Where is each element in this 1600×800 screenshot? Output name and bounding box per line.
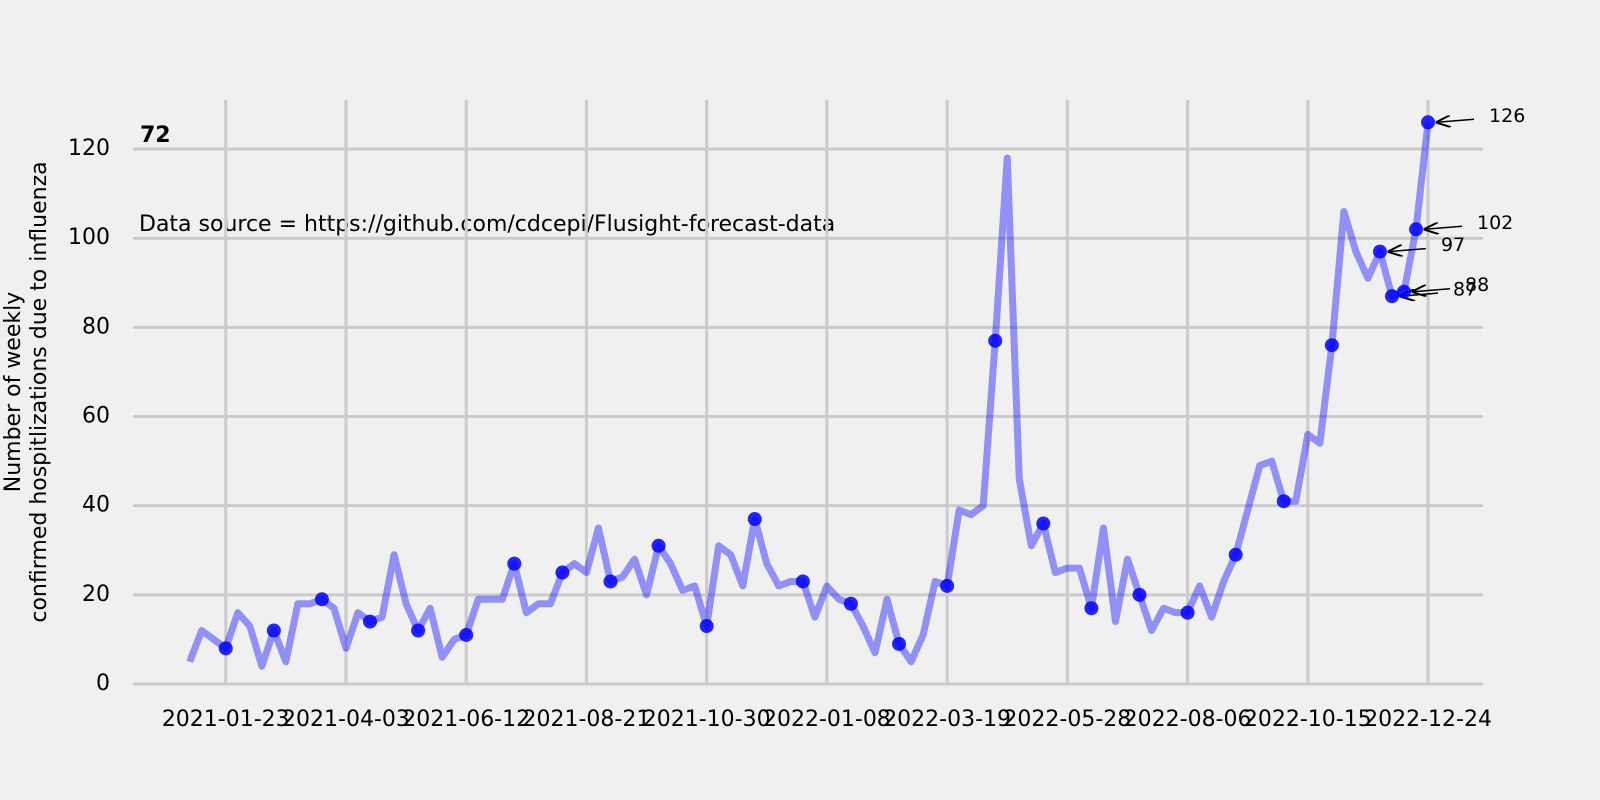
marker xyxy=(1421,115,1436,130)
marker xyxy=(218,641,233,656)
y-tick-label: 120 xyxy=(68,136,110,161)
marker xyxy=(1276,494,1291,509)
marker xyxy=(266,623,281,638)
data-label: 97 xyxy=(1441,234,1465,256)
marker xyxy=(1384,289,1399,304)
marker xyxy=(1372,244,1387,259)
annotation: Data source = https://github.com/cdcepi/… xyxy=(139,212,835,237)
y-tick-label: 40 xyxy=(82,493,110,518)
marker xyxy=(459,627,474,642)
marker xyxy=(1180,605,1195,620)
marker xyxy=(314,592,329,607)
x-tick-label: 2021-08-21 xyxy=(523,707,651,732)
marker xyxy=(1409,222,1424,237)
x-tick-label: 2022-10-15 xyxy=(1244,707,1372,732)
marker xyxy=(843,596,858,611)
marker xyxy=(651,538,666,553)
y-tick-label: 100 xyxy=(68,225,110,250)
marker xyxy=(555,565,570,580)
annotation-arrow xyxy=(1437,119,1475,122)
marker xyxy=(363,614,378,629)
x-tick-label: 2022-05-28 xyxy=(1003,707,1131,732)
x-tick-label: 2022-12-24 xyxy=(1364,707,1492,732)
marker xyxy=(1132,587,1147,602)
line xyxy=(186,121,1432,670)
annotation-arrow xyxy=(1425,226,1463,229)
x-tick-label: 2022-03-19 xyxy=(883,707,1011,732)
data-label: 102 xyxy=(1477,212,1513,234)
marker xyxy=(747,512,762,527)
x-tick-label: 2021-06-12 xyxy=(402,707,530,732)
marker xyxy=(988,333,1003,348)
marker xyxy=(507,556,522,571)
annotation-arrow xyxy=(1389,249,1427,252)
data-label: 88 xyxy=(1465,274,1489,296)
marker xyxy=(411,623,426,638)
marker xyxy=(1036,516,1051,531)
marker xyxy=(1324,338,1339,353)
y-axis-label: Number of weekly xyxy=(1,292,26,493)
data-label: 87 xyxy=(1453,279,1477,301)
marker xyxy=(1396,284,1411,299)
marker xyxy=(1084,601,1099,616)
annotation-arrow xyxy=(1413,289,1451,292)
data-label: 126 xyxy=(1489,105,1525,127)
marker xyxy=(795,574,810,589)
marker xyxy=(940,578,955,593)
y-tick-label: 20 xyxy=(82,582,110,607)
y-axis-label: confirmed hospitlizations due to influen… xyxy=(27,161,52,622)
y-tick-label: 80 xyxy=(82,314,110,339)
y-tick-label: 60 xyxy=(82,404,110,429)
x-tick-label: 2021-01-23 xyxy=(162,707,290,732)
marker xyxy=(699,619,714,634)
marker xyxy=(892,636,907,651)
x-tick-label: 2022-08-06 xyxy=(1124,707,1252,732)
marker xyxy=(1228,547,1243,562)
marker xyxy=(603,574,618,589)
x-tick-label: 2022-01-08 xyxy=(763,707,891,732)
y-tick-label: 0 xyxy=(96,671,110,696)
chart-title: 72 xyxy=(140,123,171,148)
x-tick-label: 2021-04-03 xyxy=(282,707,410,732)
x-tick-label: 2021-10-30 xyxy=(643,707,771,732)
